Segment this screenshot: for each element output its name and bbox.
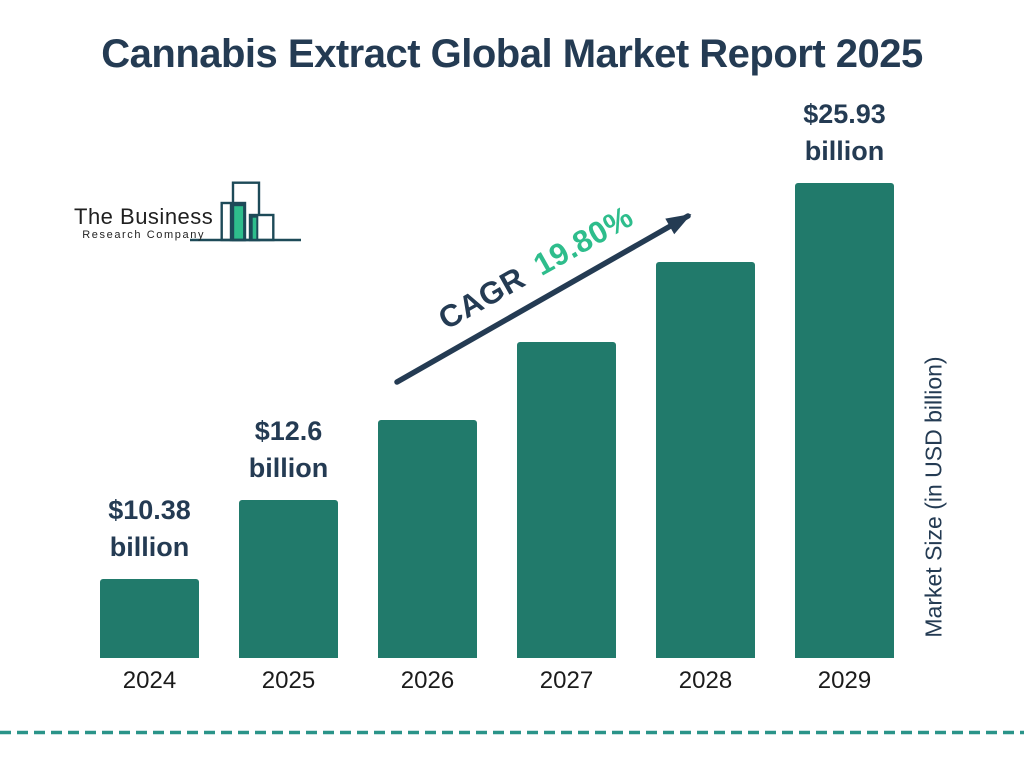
bar-column-2025: $12.6 billion 2025 [239, 0, 338, 694]
logo-bar-chart-icon [190, 181, 302, 242]
bar-column-2024: $10.38 billion 2024 [100, 0, 199, 694]
bar-column-2029: $25.93 billion 2029 [795, 0, 894, 694]
bar-value-label-2025: $12.6 billion [248, 416, 329, 483]
x-axis-label-2026: 2026 [400, 667, 455, 694]
x-axis-label-2028: 2028 [678, 667, 733, 694]
bar-value-label-2024: $10.38 billion [108, 495, 191, 562]
bar-2026 [378, 420, 477, 658]
bar-2028 [656, 262, 755, 658]
bar-value-label-2029: $25.93 billion [803, 99, 886, 166]
bar-column-2027: 2027 [517, 0, 616, 694]
bar-2027 [517, 342, 616, 658]
y-axis-label: Market Size (in USD billion) [920, 356, 947, 638]
x-axis-label-2029: 2029 [817, 667, 872, 694]
x-axis-label-2027: 2027 [539, 667, 594, 694]
bar-2024 [100, 579, 199, 658]
company-logo-text: The Business Research Company [74, 205, 213, 242]
page-title: Cannabis Extract Global Market Report 20… [101, 32, 923, 76]
company-logo: The Business Research Company [74, 178, 305, 246]
bar-2025 [239, 500, 338, 658]
bar-column-2028: 2028 [656, 0, 755, 694]
x-axis-label-2025: 2025 [261, 667, 316, 694]
bar-chart: $10.38 billion 2024 $12.6 billion 2025 2026 202… [100, 0, 894, 694]
x-axis-label-2024: 2024 [122, 667, 177, 694]
bar-2029 [795, 183, 894, 658]
bar-column-2026: 2026 [378, 0, 477, 694]
company-logo-name: The Business [74, 204, 214, 229]
company-logo-subtitle: Research Company [82, 229, 206, 241]
